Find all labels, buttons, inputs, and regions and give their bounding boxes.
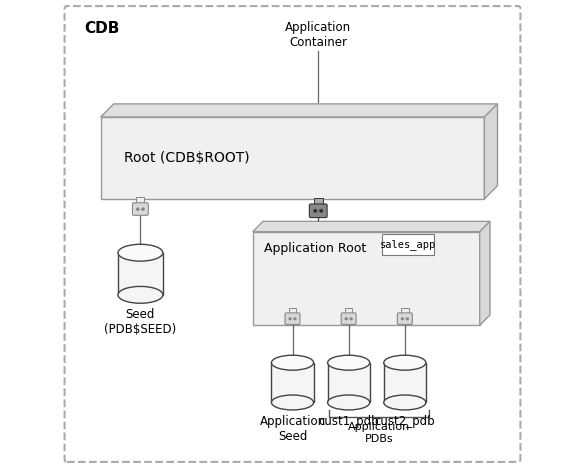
Ellipse shape	[313, 209, 317, 213]
FancyBboxPatch shape	[345, 308, 353, 315]
Text: Root (CDB$ROOT): Root (CDB$ROOT)	[124, 151, 250, 165]
Polygon shape	[101, 104, 497, 117]
Ellipse shape	[136, 207, 140, 211]
Polygon shape	[484, 104, 497, 199]
Ellipse shape	[405, 317, 409, 321]
Polygon shape	[328, 363, 370, 402]
Ellipse shape	[328, 355, 370, 370]
FancyBboxPatch shape	[64, 6, 521, 462]
Ellipse shape	[384, 355, 426, 370]
Ellipse shape	[349, 317, 353, 321]
FancyBboxPatch shape	[136, 197, 144, 205]
Ellipse shape	[293, 317, 297, 321]
FancyBboxPatch shape	[132, 203, 149, 215]
Ellipse shape	[401, 317, 404, 321]
Ellipse shape	[328, 395, 370, 410]
Text: Application
PDBs: Application PDBs	[348, 422, 410, 444]
Polygon shape	[101, 117, 484, 199]
Text: cust2_pdb: cust2_pdb	[374, 415, 435, 428]
Ellipse shape	[345, 317, 348, 321]
FancyBboxPatch shape	[341, 313, 356, 324]
Polygon shape	[253, 221, 490, 232]
Ellipse shape	[118, 286, 163, 303]
Ellipse shape	[271, 355, 314, 370]
Polygon shape	[384, 363, 426, 402]
FancyBboxPatch shape	[288, 308, 297, 315]
FancyBboxPatch shape	[401, 308, 409, 315]
Text: sales_app: sales_app	[380, 239, 436, 250]
Polygon shape	[253, 232, 480, 325]
Ellipse shape	[288, 317, 292, 321]
Ellipse shape	[118, 244, 163, 261]
FancyBboxPatch shape	[314, 198, 323, 206]
Polygon shape	[480, 221, 490, 325]
FancyBboxPatch shape	[383, 234, 434, 255]
Ellipse shape	[384, 395, 426, 410]
Text: Seed
(PDB$SEED): Seed (PDB$SEED)	[104, 308, 177, 336]
Text: CDB: CDB	[84, 21, 119, 36]
Text: cust1_pdb: cust1_pdb	[318, 415, 379, 428]
Text: Application
Container: Application Container	[285, 21, 352, 49]
FancyBboxPatch shape	[309, 204, 327, 218]
Ellipse shape	[271, 395, 314, 410]
FancyBboxPatch shape	[285, 313, 300, 324]
FancyBboxPatch shape	[397, 313, 412, 324]
Ellipse shape	[319, 209, 324, 213]
Ellipse shape	[141, 207, 145, 211]
Polygon shape	[271, 363, 314, 402]
Text: Application Root: Application Root	[264, 242, 367, 255]
Text: Application
Seed: Application Seed	[259, 415, 326, 443]
Polygon shape	[118, 253, 163, 295]
